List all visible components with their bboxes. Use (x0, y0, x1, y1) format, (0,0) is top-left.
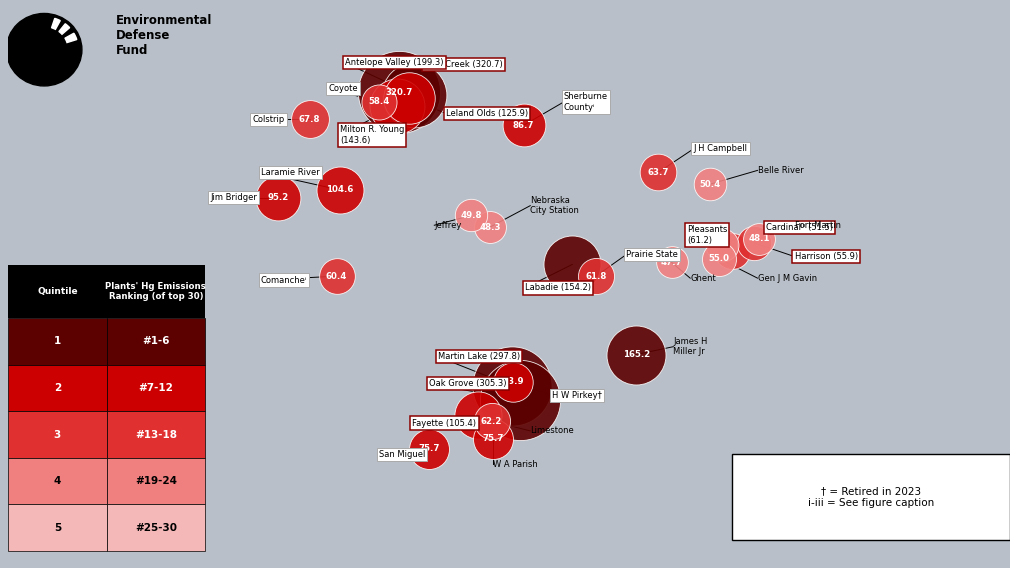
Text: Environmental
Defense
Fund: Environmental Defense Fund (116, 14, 212, 57)
Text: H W Pirkey†: H W Pirkey† (552, 391, 602, 400)
Wedge shape (52, 18, 61, 30)
Text: Jeffrey: Jeffrey (434, 221, 462, 229)
Point (464, 211, 480, 220)
Text: Jim Bridger: Jim Bridger (210, 193, 258, 202)
Point (588, 272, 604, 281)
Text: Harrison (55.9): Harrison (55.9) (795, 252, 857, 261)
Text: Fort Martin: Fort Martin (795, 221, 840, 229)
Text: 5: 5 (54, 523, 61, 533)
Text: San Miguel: San Miguel (379, 450, 425, 459)
Text: W A Parish: W A Parish (493, 460, 538, 469)
Text: Prairie State: Prairie State (626, 250, 678, 259)
Text: #13-18: #13-18 (134, 429, 177, 440)
Text: 2: 2 (54, 383, 61, 393)
Text: #25-30: #25-30 (134, 523, 177, 533)
Point (504, 381, 520, 390)
Point (746, 239, 763, 248)
Text: 320.7: 320.7 (385, 87, 413, 97)
Wedge shape (65, 33, 77, 43)
Text: Quintile: Quintile (37, 287, 78, 296)
Wedge shape (59, 24, 70, 34)
Text: 3: 3 (54, 429, 61, 440)
Text: 50.4: 50.4 (700, 179, 721, 189)
Point (512, 395, 528, 404)
Point (565, 260, 581, 269)
Text: 67.8: 67.8 (299, 115, 320, 124)
Text: James H
Miller Jr: James H Miller Jr (674, 337, 708, 356)
Point (482, 223, 498, 232)
Text: 1: 1 (54, 336, 61, 346)
Text: Nebraska
City Station: Nebraska City Station (530, 196, 579, 215)
Text: † = Retired in 2023
i-iii = See figure caption: † = Retired in 2023 i-iii = See figure c… (808, 486, 934, 508)
Text: Laramie River: Laramie River (261, 168, 320, 177)
Text: Leland Olds (125.9): Leland Olds (125.9) (446, 109, 528, 118)
Text: #1-6: #1-6 (142, 336, 170, 346)
Text: Sherburne
Countyⁱ: Sherburne Countyⁱ (564, 92, 608, 111)
Text: 4: 4 (54, 476, 61, 486)
Point (505, 377, 521, 386)
Text: Coyote: Coyote (328, 83, 358, 93)
Point (391, 87, 407, 97)
Text: Pleasants
(61.2): Pleasants (61.2) (687, 225, 727, 245)
Point (406, 90, 422, 99)
Point (724, 246, 740, 255)
Text: 49.8: 49.8 (461, 211, 482, 220)
Point (711, 254, 727, 263)
Point (401, 93, 417, 102)
Text: Fayette (105.4): Fayette (105.4) (412, 419, 477, 428)
Text: J H Campbell: J H Campbell (694, 144, 747, 153)
Text: Colstrip: Colstrip (252, 115, 285, 124)
Text: #19-24: #19-24 (134, 476, 177, 486)
Point (332, 185, 348, 194)
Text: Coal Creek (320.7): Coal Creek (320.7) (424, 60, 503, 69)
Point (470, 411, 486, 420)
Text: 58.4: 58.4 (368, 97, 390, 106)
Text: Antelope Valley (199.3): Antelope Valley (199.3) (345, 58, 443, 67)
Text: Limestone: Limestone (530, 427, 574, 436)
Text: 47.7: 47.7 (661, 258, 683, 267)
Circle shape (6, 14, 82, 86)
Text: 60.4: 60.4 (326, 272, 347, 281)
Point (714, 240, 730, 249)
Point (302, 115, 318, 124)
Text: 48.3: 48.3 (479, 223, 501, 232)
Text: 63.7: 63.7 (647, 168, 669, 177)
Point (628, 350, 644, 359)
Text: 75.7: 75.7 (483, 434, 504, 443)
Text: Ghent: Ghent (690, 274, 716, 283)
Text: 61.8: 61.8 (585, 272, 607, 281)
Point (270, 193, 286, 202)
Point (371, 97, 387, 106)
Point (751, 235, 768, 244)
Point (702, 179, 718, 189)
Text: 73.9: 73.9 (503, 377, 524, 386)
Text: Cardinalᴵᴵᴵ (51.5): Cardinalᴵᴵᴵ (51.5) (766, 223, 833, 232)
Text: 62.2: 62.2 (481, 416, 502, 425)
Point (650, 168, 667, 177)
Point (485, 434, 501, 443)
Text: Gen J M Gavin: Gen J M Gavin (758, 274, 817, 283)
Text: 104.6: 104.6 (326, 186, 354, 194)
Point (328, 272, 344, 281)
Point (484, 416, 500, 425)
Text: Milton R. Young
(143.6): Milton R. Young (143.6) (340, 126, 404, 145)
Point (664, 258, 680, 267)
Text: 48.1: 48.1 (748, 235, 770, 244)
Point (389, 101, 405, 110)
Text: 165.2: 165.2 (623, 350, 649, 359)
Text: 55.0: 55.0 (708, 254, 729, 263)
Text: Comancheⁱ: Comancheⁱ (261, 275, 307, 285)
Text: #7-12: #7-12 (138, 383, 174, 393)
Text: 95.2: 95.2 (267, 193, 289, 202)
Point (421, 444, 437, 453)
Text: Belle River: Belle River (758, 166, 803, 175)
Text: Oak Grove (305.3): Oak Grove (305.3) (429, 379, 507, 389)
Text: 86.7: 86.7 (513, 121, 534, 130)
Text: Labadie (154.2): Labadie (154.2) (525, 283, 591, 293)
Text: Martin Lake (297.8): Martin Lake (297.8) (437, 352, 520, 361)
Point (515, 121, 531, 130)
Text: Plants' Hg Emissions
Ranking (of top 30): Plants' Hg Emissions Ranking (of top 30) (105, 282, 206, 301)
Text: 75.7: 75.7 (418, 444, 440, 453)
